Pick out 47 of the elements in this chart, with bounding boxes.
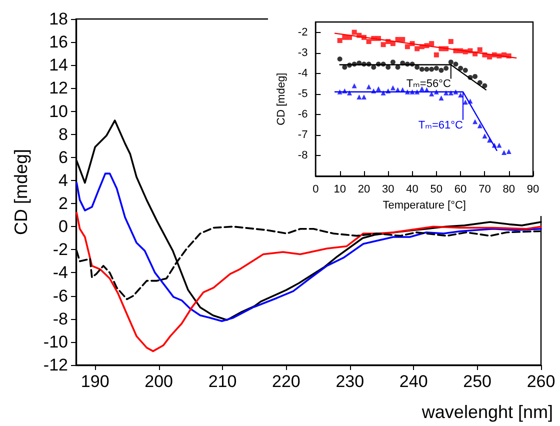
y-tick-label: 10	[49, 102, 68, 121]
y-tick-label: 4	[58, 170, 68, 190]
x-tick-label: 0	[312, 184, 319, 196]
x-axis-title: Temperature [°C]	[382, 200, 466, 212]
x-tick-label: 20	[358, 184, 370, 196]
y-tick-label: 6	[58, 148, 68, 167]
y-tick-label: 0	[58, 217, 68, 236]
x-tick-label: 50	[430, 184, 443, 196]
x-tick-label: 10	[334, 184, 346, 196]
y-tick-label: 18	[49, 10, 68, 28]
y-tick-label: -7	[298, 129, 308, 142]
annotation: Tₘ=61°C	[418, 119, 464, 132]
x-tick-label: 210	[208, 372, 237, 391]
y-tick-label: 14	[49, 56, 68, 75]
y-axis-title: CD [mdeg]	[276, 72, 288, 126]
x-tick-label: 260	[526, 372, 556, 391]
y-tick-label: -6	[298, 108, 308, 120]
y-tick-label: 2	[58, 194, 68, 214]
x-tick-label: 60	[454, 184, 467, 196]
x-tick-label: 30	[382, 184, 394, 196]
x-tick-label: 40	[406, 184, 418, 196]
y-tick-label: -2	[298, 26, 308, 38]
x-tick-label: 70	[478, 184, 491, 196]
annotation: Tₘ=56°C	[406, 78, 451, 90]
y-tick-label: 8	[58, 124, 68, 144]
y-tick-label: -4	[298, 67, 308, 80]
y-tick-label: -5	[298, 88, 308, 100]
x-tick-label: 200	[144, 372, 173, 391]
y-axis-title: CD [mdeg]	[11, 148, 31, 236]
x-tick-label: 240	[399, 372, 428, 391]
y-tick-label: 12	[49, 78, 68, 98]
x-tick-label: 230	[336, 372, 364, 391]
x-tick-label: 220	[272, 372, 300, 391]
y-tick-label: -8	[52, 309, 68, 328]
x-axis-title: wavelenght [nm]	[420, 402, 553, 422]
y-tick-label: -6	[52, 286, 68, 306]
y-tick-label: -8	[298, 150, 308, 162]
y-tick-label: -2	[52, 240, 68, 260]
x-tick-label: 80	[502, 184, 515, 196]
y-tick-label: -12	[43, 356, 68, 374]
x-tick-label: 90	[526, 184, 540, 196]
y-tick-label: -4	[52, 263, 68, 282]
y-tick-label: -3	[298, 46, 308, 59]
x-tick-label: 250	[463, 372, 492, 391]
y-tick-label: -10	[43, 332, 68, 352]
y-tick-label: 16	[49, 32, 68, 52]
x-tick-label: 190	[80, 372, 110, 391]
